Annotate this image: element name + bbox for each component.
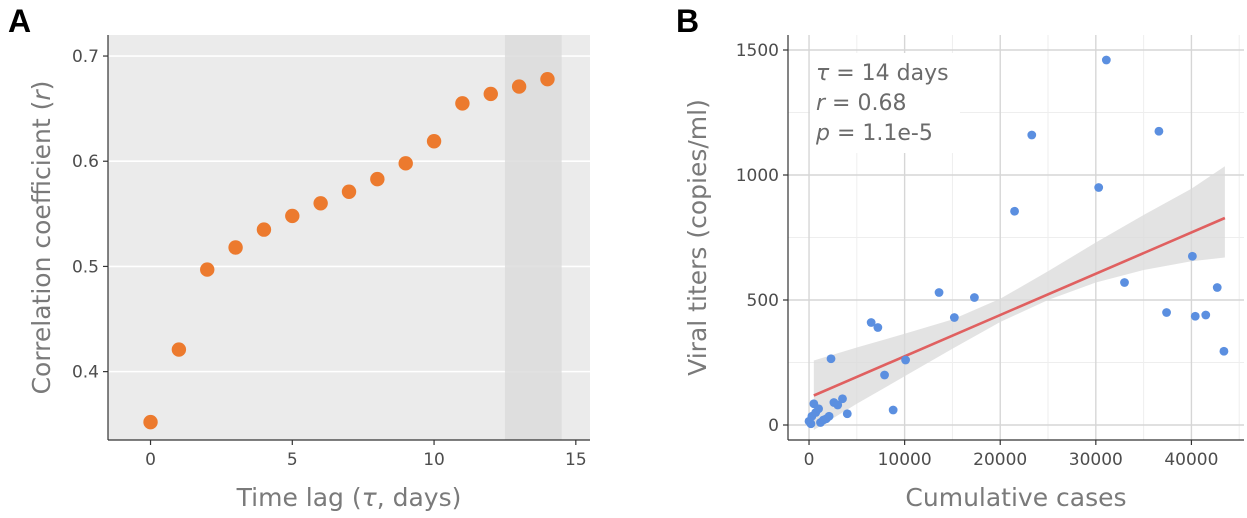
panel-a-y-tick-label-1: 0.5 [72, 257, 99, 277]
panel-b-y-tick-label-1: 500 [747, 291, 779, 311]
panel-b-point-24 [1027, 130, 1037, 140]
panel-b-x-tick-label-4: 40000 [1164, 450, 1218, 470]
panel-b-x-tick-label-0: 0 [804, 450, 815, 470]
panel-a-point-8 [370, 171, 385, 187]
panel-a-point-1 [171, 342, 187, 357]
panel-a-x-tick-label-2: 10 [423, 450, 445, 470]
panel-a-point-5 [285, 208, 300, 224]
panel-b-y-tick-label-3: 1500 [736, 41, 779, 61]
panel-b-annotation: τ = 14 days r = 0.68 p = 1.1e-5 [815, 61, 949, 146]
panel-a-ylabel-sym: r [27, 89, 56, 101]
panel-b-point-34 [1219, 346, 1229, 356]
panel-b-label: B [676, 3, 699, 39]
panel-b-point-33 [1212, 283, 1222, 292]
panel-a-y-tick-label-3: 0.7 [72, 47, 99, 67]
panel-a-axes [103, 35, 590, 445]
panel-a-label: A [8, 3, 31, 39]
panel-b-point-5 [814, 404, 823, 414]
panel-b-point-23 [1010, 206, 1019, 216]
panel-b-x-tick-label-2: 20000 [973, 450, 1027, 470]
panel-a-point-3 [228, 240, 243, 255]
annotation-r-value: = 0.68 [825, 91, 906, 116]
panel-a-point-11 [455, 96, 470, 111]
panel-a-point-14 [540, 71, 555, 87]
panel-b-y-tick-label-2: 1000 [736, 166, 779, 186]
annotation-p-value: = 1.1e-5 [830, 121, 933, 146]
panel-a-point-13 [511, 79, 527, 94]
panel-a-y-axis-title: Correlation coefficient (r) [27, 81, 56, 395]
panel-b-point-13 [838, 394, 847, 404]
panel-a-y-tick-label-2: 0.6 [72, 152, 99, 172]
panel-a-xlabel-pre: Time lag ( [236, 483, 362, 512]
panel-a: A 0 5 10 150.40.50.60.7 Time lag (τ, days) … [8, 3, 590, 512]
annotation-p: p = 1.1e-5 [815, 121, 933, 146]
panel-b-point-10 [826, 354, 836, 364]
panel-b-point-12 [833, 400, 843, 410]
panel-b-point-26 [1101, 55, 1111, 65]
panel-b-point-30 [1187, 251, 1197, 261]
panel-b-annotation-box [810, 53, 960, 153]
annotation-tau-value: = 14 days [829, 61, 948, 86]
panel-a-x-tick-label-1: 5 [287, 450, 298, 470]
panel-a-xlabel-post: , days) [377, 483, 462, 512]
panel-b-point-20 [934, 288, 944, 297]
panel-b-point-25 [1094, 183, 1104, 192]
annotation-p-sym: p [815, 121, 830, 146]
panel-b-point-27 [1120, 278, 1129, 287]
panel-b-fit-line [813, 216, 1226, 397]
panel-a-point-2 [200, 262, 215, 277]
panel-b-axes [783, 35, 1244, 445]
panel-a-ylabel-post: ) [27, 81, 56, 91]
panel-b-points [804, 55, 1229, 429]
panel-b-point-18 [888, 405, 898, 415]
panel-a-point-4 [256, 222, 272, 237]
annotation-r-sym: r [816, 91, 827, 116]
panel-a-point-10 [426, 134, 442, 149]
panel-b-confidence-band [813, 166, 1225, 431]
panel-a-y-tick-label-0: 0.4 [72, 363, 99, 383]
annotation-tau-sym: τ [816, 61, 830, 86]
panel-b-point-1 [806, 419, 816, 429]
panel-b-point-29 [1162, 308, 1171, 317]
panel-a-x-tick-label-3: 15 [565, 450, 587, 470]
panel-a-ylabel-pre: Correlation coefficient ( [27, 101, 56, 395]
panel-b-point-9 [824, 411, 834, 421]
panel-b-point-21 [949, 313, 959, 322]
panel-a-tick-labels: 0 5 10 15 0.4 0.5 0.6 0.7 [72, 47, 587, 470]
panel-b-point-28 [1154, 126, 1164, 136]
panel-b-point-22 [970, 293, 979, 302]
panel-b-point-17 [880, 370, 889, 380]
panel-b-y-axis-title: Viral titers (copies/ml) [683, 99, 712, 376]
panel-b-y-tick-label-0: 0 [768, 416, 779, 436]
panel-b-point-15 [866, 318, 876, 327]
panel-b: B τ = 14 days r = 0.68 p = 1.1e-5 0 10000… [676, 3, 1244, 512]
panel-b-point-14 [842, 409, 852, 419]
panel-b-x-tick-label-1: 10000 [878, 450, 932, 470]
panel-a-point-7 [341, 184, 357, 199]
panel-a-highlight-band [504, 35, 562, 440]
panel-b-x-tick-label-3: 30000 [1069, 450, 1123, 470]
panel-a-point-12 [483, 86, 498, 102]
annotation-tau: τ = 14 days [816, 61, 949, 86]
panel-b-x-axis-title: Cumulative cases [905, 483, 1126, 512]
panel-b-point-16 [873, 323, 883, 332]
panel-b-point-32 [1201, 310, 1211, 320]
annotation-r: r = 0.68 [816, 91, 906, 116]
panel-a-x-tick-label-0: 0 [145, 450, 156, 470]
panel-a-xlabel-sym: τ [362, 483, 378, 512]
panel-a-x-axis-title: Time lag (τ, days) [236, 483, 462, 512]
panel-a-point-6 [313, 196, 328, 211]
panel-a-points [143, 71, 555, 430]
panel-a-point-9 [398, 156, 413, 171]
panel-b-point-31 [1190, 311, 1200, 321]
panel-b-tick-labels: 0 10000 20000 30000 40000 0 500 1000 1500 [736, 41, 1219, 470]
panel-a-point-0 [143, 414, 158, 430]
panel-b-point-19 [901, 355, 910, 365]
